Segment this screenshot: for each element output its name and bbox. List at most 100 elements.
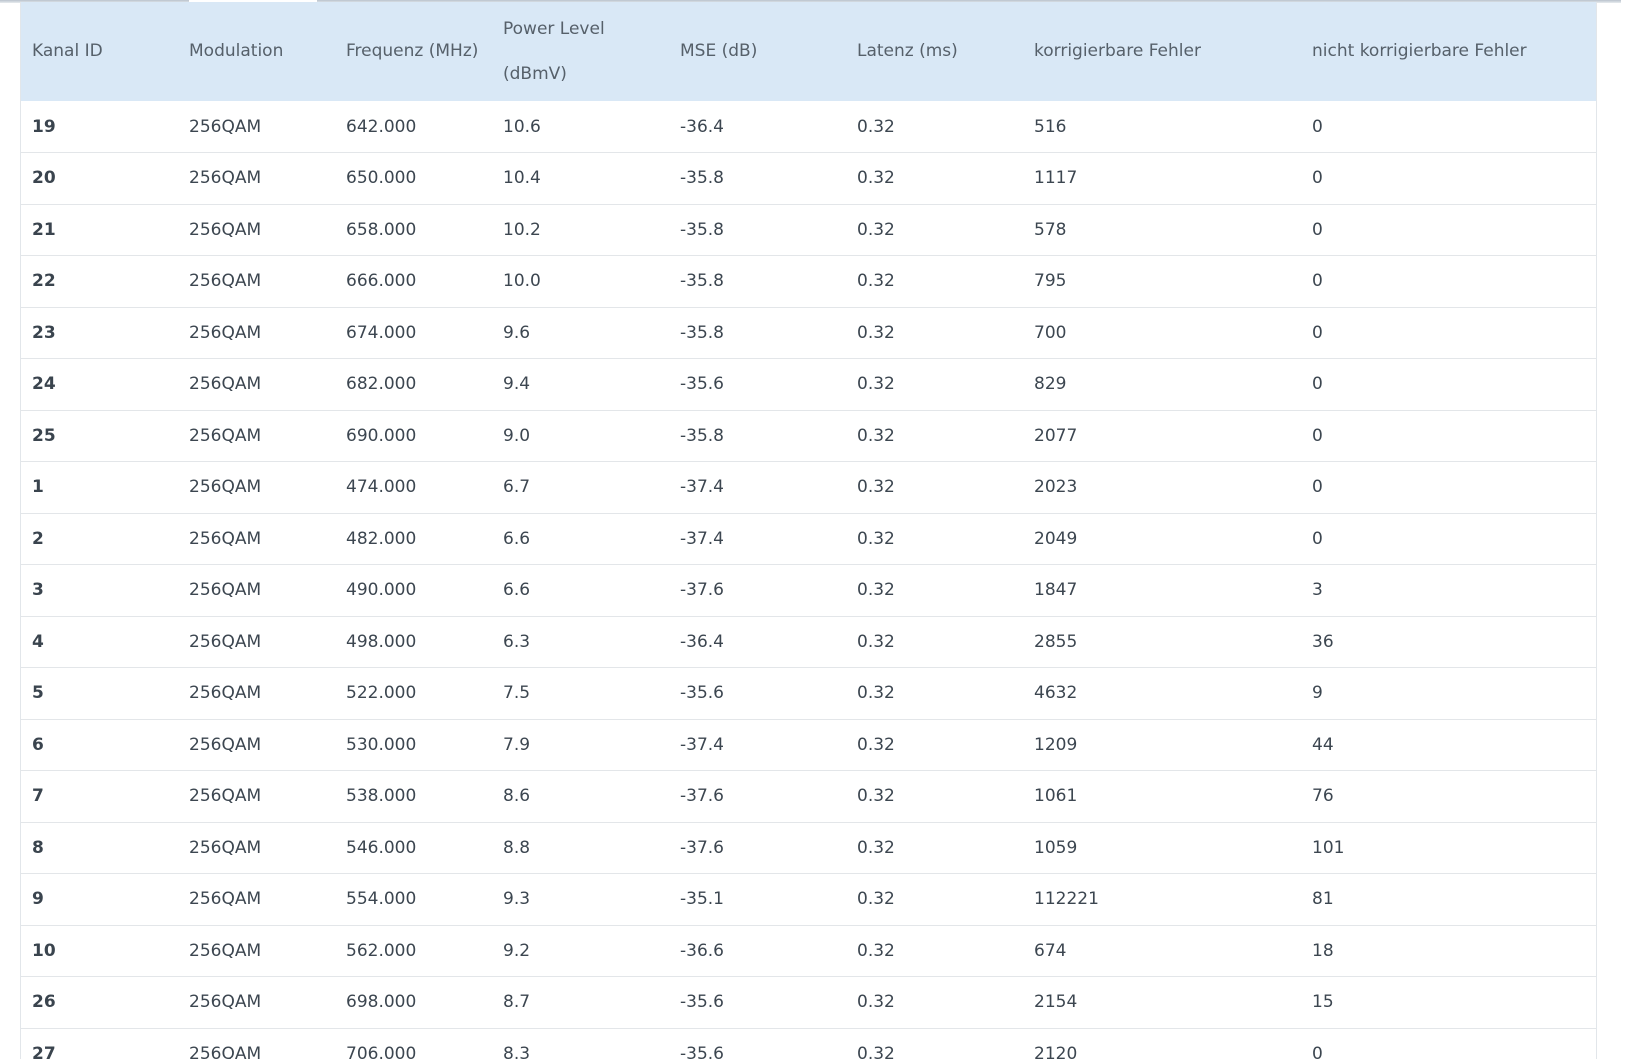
cell-nicht-korrigierbare-fehler: 0 (1312, 477, 1323, 498)
cell-power-level: 9.6 (503, 322, 531, 343)
cell-latenz: 0.32 (857, 940, 895, 961)
cell-kanal-id: 27 (32, 1043, 56, 1059)
cell-modulation: 256QAM (189, 477, 262, 498)
cell-modulation: 256QAM (189, 425, 262, 446)
cell-frequenz: 482.000 (346, 528, 417, 549)
header-kanal-id: Kanal ID (32, 41, 103, 61)
cell-kanal-id: 1 (32, 477, 44, 498)
cell-mse: -37.6 (680, 580, 724, 601)
cell-power-level: 6.7 (503, 477, 531, 498)
cell-mse: -35.8 (680, 271, 724, 292)
cell-nicht-korrigierbare-fehler: 0 (1312, 219, 1323, 240)
cell-modulation: 256QAM (189, 940, 262, 961)
table-row: 19 256QAM 642.000 10.6 -36.4 0.32 516 0 (21, 101, 1596, 153)
table-row: 4 256QAM 498.000 6.3 -36.4 0.32 2855 36 (21, 616, 1596, 668)
cell-power-level: 10.6 (503, 116, 541, 137)
cell-power-level: 8.6 (503, 786, 531, 807)
cell-modulation: 256QAM (189, 734, 262, 755)
cell-latenz: 0.32 (857, 580, 895, 601)
table-row: 5 256QAM 522.000 7.5 -35.6 0.32 4632 9 (21, 668, 1596, 719)
cell-korrigierbare-fehler: 795 (1034, 271, 1067, 292)
cell-frequenz: 546.000 (346, 837, 417, 858)
cell-nicht-korrigierbare-fehler: 101 (1312, 837, 1345, 858)
cell-power-level: 7.9 (503, 734, 531, 755)
cell-nicht-korrigierbare-fehler: 0 (1312, 425, 1323, 446)
cell-modulation: 256QAM (189, 374, 262, 395)
cell-mse: -35.8 (680, 168, 724, 189)
table-row: 23 256QAM 674.000 9.6 -35.8 0.32 700 0 (21, 307, 1596, 359)
cell-mse: -35.6 (680, 992, 724, 1013)
table-row: 2 256QAM 482.000 6.6 -37.4 0.32 2049 0 (21, 513, 1596, 565)
cell-latenz: 0.32 (857, 168, 895, 189)
cell-modulation: 256QAM (189, 168, 262, 189)
cell-nicht-korrigierbare-fehler: 3 (1312, 580, 1323, 601)
table-row: 1 256QAM 474.000 6.7 -37.4 0.32 2023 0 (21, 462, 1596, 513)
cell-kanal-id: 25 (32, 425, 56, 446)
cell-latenz: 0.32 (857, 271, 895, 292)
cell-frequenz: 650.000 (346, 168, 417, 189)
cell-frequenz: 690.000 (346, 425, 417, 446)
cell-nicht-korrigierbare-fehler: 15 (1312, 992, 1334, 1013)
cell-kanal-id: 21 (32, 219, 56, 240)
table-row: 9 256QAM 554.000 9.3 -35.1 0.32 112221 81 (21, 874, 1596, 925)
cell-kanal-id: 10 (32, 940, 56, 961)
cell-korrigierbare-fehler: 700 (1034, 322, 1067, 343)
cell-nicht-korrigierbare-fehler: 0 (1312, 271, 1323, 292)
cell-power-level: 8.3 (503, 1043, 531, 1059)
table-row: 6 256QAM 530.000 7.9 -37.4 0.32 1209 44 (21, 719, 1596, 771)
cell-korrigierbare-fehler: 674 (1034, 940, 1067, 961)
cell-frequenz: 682.000 (346, 374, 417, 395)
cell-kanal-id: 20 (32, 168, 56, 189)
cell-power-level: 10.0 (503, 271, 541, 292)
cell-nicht-korrigierbare-fehler: 36 (1312, 631, 1334, 652)
cell-korrigierbare-fehler: 516 (1034, 116, 1067, 137)
cell-power-level: 10.2 (503, 219, 541, 240)
cell-mse: -37.4 (680, 477, 724, 498)
cell-power-level: 9.4 (503, 374, 531, 395)
downstream-channel-table: Kanal ID Modulation Frequenz (MHz) Power… (21, 2, 1596, 1059)
cell-kanal-id: 6 (32, 734, 44, 755)
header-latenz: Latenz (ms) (857, 41, 958, 61)
cell-power-level: 8.7 (503, 992, 531, 1013)
cell-latenz: 0.32 (857, 528, 895, 549)
cell-kanal-id: 3 (32, 580, 44, 601)
cell-kanal-id: 24 (32, 374, 56, 395)
cell-korrigierbare-fehler: 2154 (1034, 992, 1078, 1013)
cell-power-level: 6.6 (503, 528, 531, 549)
cell-mse: -36.4 (680, 116, 724, 137)
cell-kanal-id: 19 (32, 116, 56, 137)
top-shadow (0, 0, 1629, 3)
cell-frequenz: 474.000 (346, 477, 417, 498)
cell-modulation: 256QAM (189, 992, 262, 1013)
cell-frequenz: 562.000 (346, 940, 417, 961)
table-row: 25 256QAM 690.000 9.0 -35.8 0.32 2077 0 (21, 410, 1596, 462)
cell-korrigierbare-fehler: 829 (1034, 374, 1067, 395)
header-power-level-line2: (dBmV) (503, 63, 567, 84)
cell-latenz: 0.32 (857, 116, 895, 137)
cell-frequenz: 698.000 (346, 992, 417, 1013)
cell-kanal-id: 9 (32, 889, 44, 910)
cell-frequenz: 522.000 (346, 683, 417, 704)
cell-modulation: 256QAM (189, 786, 262, 807)
cell-modulation: 256QAM (189, 322, 262, 343)
cell-korrigierbare-fehler: 2077 (1034, 425, 1078, 446)
scroll-edge (1621, 0, 1629, 1059)
header-korrigierbare-fehler: korrigierbare Fehler (1034, 41, 1201, 61)
cell-mse: -37.4 (680, 734, 724, 755)
table-row: 27 256QAM 706.000 8.3 -35.6 0.32 2120 0 (21, 1028, 1596, 1059)
cell-power-level: 9.3 (503, 889, 531, 910)
table-header: Kanal ID Modulation Frequenz (MHz) Power… (21, 2, 1596, 101)
cell-modulation: 256QAM (189, 683, 262, 704)
cell-power-level: 10.4 (503, 168, 541, 189)
cell-power-level: 9.2 (503, 940, 531, 961)
cell-power-level: 9.0 (503, 425, 531, 446)
table-row: 22 256QAM 666.000 10.0 -35.8 0.32 795 0 (21, 256, 1596, 307)
cell-kanal-id: 7 (32, 786, 44, 807)
cell-kanal-id: 2 (32, 528, 44, 549)
cell-nicht-korrigierbare-fehler: 81 (1312, 889, 1334, 910)
cell-kanal-id: 23 (32, 322, 56, 343)
cell-modulation: 256QAM (189, 1043, 262, 1059)
cell-frequenz: 666.000 (346, 271, 417, 292)
active-tab-indicator[interactable] (189, 0, 317, 3)
